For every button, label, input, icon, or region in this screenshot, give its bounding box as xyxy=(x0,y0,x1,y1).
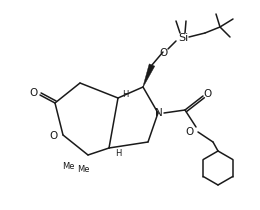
Text: O: O xyxy=(203,89,211,99)
Text: H: H xyxy=(122,89,128,98)
Text: O: O xyxy=(160,48,168,58)
Polygon shape xyxy=(143,64,155,87)
Text: O: O xyxy=(185,127,193,137)
Text: Me: Me xyxy=(62,161,74,171)
Text: O: O xyxy=(30,88,38,98)
Text: N: N xyxy=(155,108,163,118)
Text: H: H xyxy=(115,148,121,158)
Text: Me: Me xyxy=(77,164,89,173)
Text: O: O xyxy=(50,131,58,141)
Text: Si: Si xyxy=(178,33,188,43)
